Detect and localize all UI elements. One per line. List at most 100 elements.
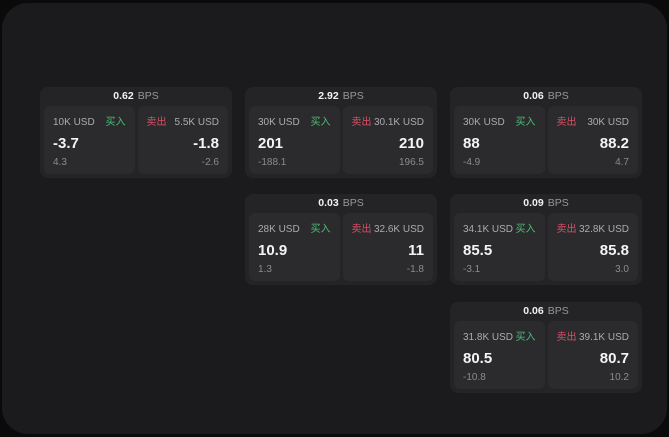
sell-label: 卖出 [556, 224, 577, 235]
quote-cells: 31.8K USD 买入 80.5 -10.8 卖出 39.1K USD 80.… [454, 321, 638, 389]
quote-card: 2.92 BPS 30K USD 买入 201 -188.1 卖出 30.1K … [245, 87, 437, 178]
bps-unit-label: BPS [137, 90, 159, 102]
sell-label: 卖出 [556, 332, 577, 343]
quote-cells: 34.1K USD 买入 85.5 -3.1 卖出 32.8K USD 85.8… [454, 213, 638, 281]
quote-cells: 30K USD 买入 201 -188.1 卖出 30.1K USD 210 1… [249, 106, 433, 174]
bps-unit-label: BPS [547, 197, 569, 209]
buy-delta: -3.1 [463, 264, 481, 275]
buy-tile-header: 30K USD 买入 [258, 113, 331, 128]
sell-tile[interactable]: 卖出 5.5K USD -1.8 -2.6 [137, 106, 228, 174]
quote-card: 0.06 BPS 31.8K USD 买入 80.5 -10.8 卖出 39.1… [450, 302, 642, 393]
buy-label: 买入 [310, 224, 331, 235]
sell-label: 卖出 [351, 224, 372, 235]
buy-amount: 10K USD [53, 117, 95, 128]
quote-cells: 10K USD 买入 -3.7 4.3 卖出 5.5K USD -1.8 -2.… [44, 106, 228, 174]
sell-price: 210 [398, 134, 424, 152]
card-header: 0.06 BPS [450, 87, 642, 106]
sell-tile[interactable]: 卖出 30K USD 88.2 4.7 [547, 106, 638, 174]
bps-unit-label: BPS [547, 90, 569, 102]
buy-delta: 4.3 [53, 157, 67, 168]
sell-price: -1.8 [193, 134, 219, 152]
buy-delta: 1.3 [258, 264, 272, 275]
sell-tile[interactable]: 卖出 32.8K USD 85.8 3.0 [547, 213, 638, 281]
buy-label: 买入 [310, 117, 331, 128]
buy-tile-header: 30K USD 买入 [463, 113, 536, 128]
sell-tile-header: 卖出 32.8K USD [557, 220, 630, 235]
sell-delta: -2.6 [201, 157, 219, 168]
buy-price: 85.5 [463, 241, 493, 259]
spread-value: 0.06 [523, 305, 544, 317]
quote-card: 0.03 BPS 28K USD 买入 10.9 1.3 卖出 32.6K US… [245, 194, 437, 285]
buy-tile[interactable]: 28K USD 买入 10.9 1.3 [249, 213, 340, 281]
buy-delta: -4.9 [463, 157, 481, 168]
buy-amount: 30K USD [463, 117, 505, 128]
buy-tile[interactable]: 10K USD 买入 -3.7 4.3 [44, 106, 135, 174]
quote-card: 0.06 BPS 30K USD 买入 88 -4.9 卖出 30K USD 8… [450, 87, 642, 178]
spread-value: 0.03 [318, 197, 339, 209]
buy-amount: 30K USD [258, 117, 300, 128]
card-header: 2.92 BPS [245, 87, 437, 106]
spread-value: 0.09 [523, 197, 544, 209]
buy-label: 买入 [515, 332, 536, 343]
buy-tile[interactable]: 30K USD 买入 201 -188.1 [249, 106, 340, 174]
buy-tile-header: 10K USD 买入 [53, 113, 126, 128]
sell-price: 80.7 [599, 349, 629, 367]
sell-tile[interactable]: 卖出 32.6K USD 11 -1.8 [342, 213, 433, 281]
sell-label: 卖出 [351, 117, 372, 128]
card-header: 0.09 BPS [450, 194, 642, 213]
buy-price: -3.7 [53, 134, 79, 152]
sell-amount: 32.8K USD [578, 224, 629, 235]
sell-label: 卖出 [556, 117, 577, 128]
buy-label: 买入 [105, 117, 126, 128]
sell-tile-header: 卖出 30K USD [557, 113, 630, 128]
buy-price: 201 [258, 134, 284, 152]
sell-tile[interactable]: 卖出 39.1K USD 80.7 10.2 [547, 321, 638, 389]
buy-label: 买入 [515, 224, 536, 235]
card-header: 0.06 BPS [450, 302, 642, 321]
bps-unit-label: BPS [342, 90, 364, 102]
sell-price: 11 [408, 241, 424, 259]
buy-amount: 34.1K USD [463, 224, 514, 235]
sell-delta: 196.5 [398, 157, 424, 168]
buy-delta: -10.8 [463, 372, 486, 383]
buy-tile-header: 31.8K USD 买入 [463, 328, 536, 343]
buy-tile[interactable]: 30K USD 买入 88 -4.9 [454, 106, 545, 174]
sell-tile-header: 卖出 5.5K USD [147, 113, 220, 128]
buy-tile-header: 34.1K USD 买入 [463, 220, 536, 235]
buy-amount: 31.8K USD [463, 332, 514, 343]
sell-price: 88.2 [599, 134, 629, 152]
sell-amount: 5.5K USD [174, 117, 219, 128]
quote-card: 0.62 BPS 10K USD 买入 -3.7 4.3 卖出 5.5K USD… [40, 87, 232, 178]
sell-delta: 4.7 [615, 157, 629, 168]
sell-tile[interactable]: 卖出 30.1K USD 210 196.5 [342, 106, 433, 174]
sell-amount: 30K USD [587, 117, 629, 128]
buy-tile[interactable]: 31.8K USD 买入 80.5 -10.8 [454, 321, 545, 389]
buy-price: 10.9 [258, 241, 288, 259]
sell-amount: 32.6K USD [373, 224, 424, 235]
bps-unit-label: BPS [342, 197, 364, 209]
buy-delta: -188.1 [258, 157, 287, 168]
sell-tile-header: 卖出 39.1K USD [557, 328, 630, 343]
spread-value: 0.62 [113, 90, 134, 102]
spread-value: 2.92 [318, 90, 339, 102]
sell-label: 卖出 [146, 117, 167, 128]
sell-tile-header: 卖出 32.6K USD [352, 220, 425, 235]
sell-delta: 10.2 [609, 372, 629, 383]
sell-delta: 3.0 [615, 264, 629, 275]
quote-cells: 30K USD 买入 88 -4.9 卖出 30K USD 88.2 4.7 [454, 106, 638, 174]
spread-value: 0.06 [523, 90, 544, 102]
buy-label: 买入 [515, 117, 536, 128]
card-header: 0.03 BPS [245, 194, 437, 213]
quote-card: 0.09 BPS 34.1K USD 买入 85.5 -3.1 卖出 32.8K… [450, 194, 642, 285]
buy-tile[interactable]: 34.1K USD 买入 85.5 -3.1 [454, 213, 545, 281]
bps-unit-label: BPS [547, 305, 569, 317]
sell-amount: 30.1K USD [373, 117, 424, 128]
sell-delta: -1.8 [406, 264, 424, 275]
buy-price: 80.5 [463, 349, 493, 367]
sell-tile-header: 卖出 30.1K USD [352, 113, 425, 128]
quote-cells: 28K USD 买入 10.9 1.3 卖出 32.6K USD 11 -1.8 [249, 213, 433, 281]
buy-amount: 28K USD [258, 224, 300, 235]
sell-amount: 39.1K USD [578, 332, 629, 343]
app-panel: 0.62 BPS 10K USD 买入 -3.7 4.3 卖出 5.5K USD… [2, 3, 667, 434]
buy-tile-header: 28K USD 买入 [258, 220, 331, 235]
